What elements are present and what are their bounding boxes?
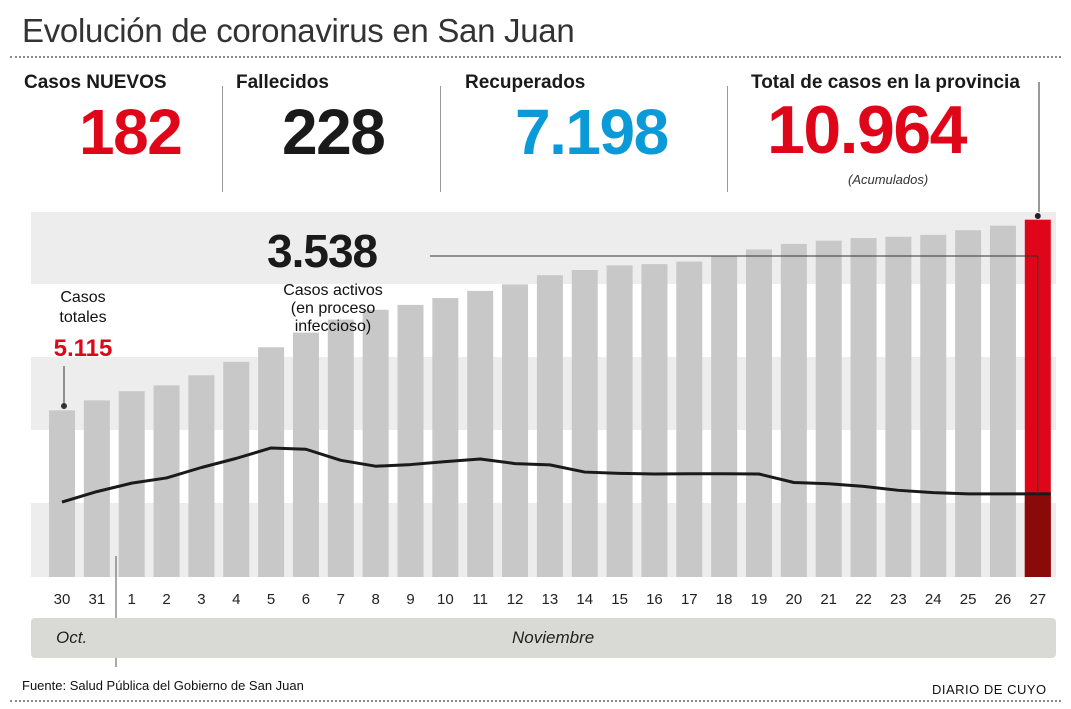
x-tick-10: 10 [437,591,454,608]
bar-total-5 [258,347,285,577]
bar-total-16 [641,264,668,577]
x-tick-8: 8 [371,591,380,608]
bottom-divider [10,700,1061,702]
x-tick-1: 1 [127,591,136,608]
stat-nuevos-label: Casos NUEVOS [24,72,167,93]
bar-total-4 [223,361,250,577]
x-tick-7: 7 [336,591,345,608]
stat-separator [222,86,223,192]
line-casos-activos [61,446,1051,504]
x-tick-18: 18 [715,591,733,608]
x-tick-14: 14 [576,591,594,608]
x-tick-5: 5 [266,591,276,608]
stat-nuevos: Casos NUEVOS 182 [24,72,183,168]
x-tick-11: 11 [472,591,488,608]
bar-total-22 [850,238,877,578]
x-tick-3: 3 [197,591,206,608]
bar-total-8 [362,309,389,577]
annotation-totales-label: totales [59,309,106,326]
x-tick-17: 17 [680,591,698,608]
stat-total-value: 10.964 [767,92,967,168]
stat-recuperados-label: Recuperados [465,72,586,93]
bar-active-highlight [1024,493,1051,577]
source-note: Fuente: Salud Pública del Gobierno de Sa… [22,678,304,693]
background-band [31,212,1056,284]
x-tick-26: 26 [994,591,1012,608]
x-tick-13: 13 [541,591,559,608]
bar-total-21 [815,240,842,577]
bar-total-20 [780,243,807,577]
bar-total-18 [711,255,738,577]
annotation-activos-value: 3.538 [267,225,378,277]
annotation-totales-dot [61,403,67,409]
bar-total-6 [292,332,319,577]
x-tick-31: 31 [88,591,106,608]
x-tick-12: 12 [506,591,524,608]
x-tick-20: 20 [785,591,803,608]
stat-separator [440,86,441,192]
x-tick-9: 9 [406,591,415,608]
stat-recuperados-value: 7.198 [515,96,669,168]
bar-total-30 [49,410,75,577]
x-tick-16: 16 [646,591,663,608]
x-tick-22: 22 [855,591,872,608]
top-divider [10,56,1061,58]
month-label-nov: Noviembre [512,628,595,647]
line-series [61,446,1051,504]
x-tick-2: 2 [162,591,171,608]
x-tick-30: 30 [53,591,71,608]
x-tick-6: 6 [301,591,311,608]
bar-total-11 [467,290,494,577]
bar-total-25 [955,230,982,577]
bar-total-3 [188,375,215,577]
bar-total-12 [502,284,529,577]
chart-title: Evolución de coronavirus en San Juan [22,12,575,49]
bar-total-17 [676,261,703,577]
bar-total-24 [920,234,947,577]
annotation-activos-label: Casos activos [283,282,383,299]
annotations: 3.538 Casos activos(en procesoinfeccioso)… [54,82,1041,667]
stat-fallecidos-label: Fallecidos [236,72,329,93]
bar-total-2 [153,385,180,577]
annotation-activos-label: (en proceso [291,300,376,317]
bar-total-7 [327,319,354,577]
stat-fallecidos-value: 228 [282,96,386,168]
stat-recuperados: Recuperados 7.198 [465,72,669,168]
x-tick-23: 23 [890,591,907,608]
bar-total-26 [989,225,1016,577]
bar-total-14 [571,270,598,577]
annotation-totales-label: Casos [60,289,105,306]
bar-total-9 [397,304,424,577]
bar-total-13 [536,275,563,577]
annotation-activos-label: infeccioso) [295,318,371,335]
month-axis-bar [31,618,1056,658]
bar-total-19 [746,249,772,578]
stat-total-note: (Acumulados) [848,172,929,187]
stat-total-label: Total de casos en la provincia [751,72,1020,93]
x-tick-19: 19 [750,591,768,608]
bar-total-23 [885,236,912,577]
stat-total: Total de casos en la provincia 10.964 [751,72,1020,164]
annotation-totales-value: 5.115 [54,335,113,362]
brand-label: DIARIO DE CUYO [932,682,1047,697]
x-tick-24: 24 [924,591,942,608]
bar-total-10 [432,298,459,577]
month-label-oct: Oct. [56,628,88,647]
x-tick-25: 25 [959,591,977,608]
x-tick-4: 4 [232,591,241,608]
stat-separator [727,86,728,192]
annotation-total-dot [1034,213,1041,219]
x-tick-15: 15 [611,591,628,608]
bar-total-15 [606,265,633,577]
stat-nuevos-value: 182 [79,96,183,168]
x-tick-27: 27 [1029,591,1047,608]
stat-fallecidos: Fallecidos 228 [236,72,386,168]
x-tick-21: 21 [820,591,838,608]
